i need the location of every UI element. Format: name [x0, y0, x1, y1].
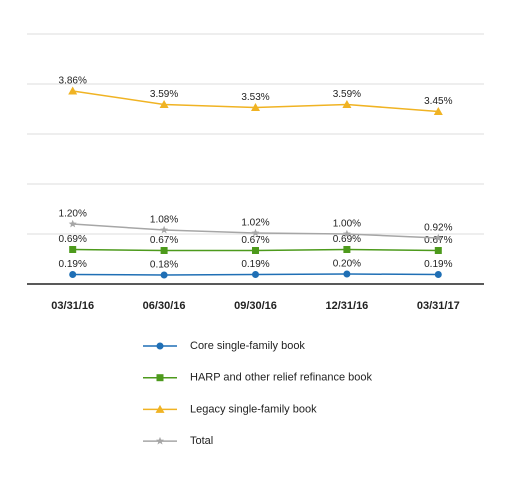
- marker: [343, 246, 351, 253]
- marker: [251, 228, 260, 237]
- marker: [160, 271, 168, 279]
- marker: [68, 86, 78, 95]
- data-label: 0.69%: [59, 234, 87, 245]
- marker: [433, 107, 443, 115]
- data-label: 3.45%: [424, 96, 452, 107]
- marker: [434, 247, 442, 254]
- marker: [251, 103, 260, 111]
- data-label: 0.19%: [59, 259, 87, 270]
- data-label: 0.67%: [241, 235, 269, 246]
- data-label: 1.20%: [59, 209, 87, 220]
- marker: [69, 271, 77, 278]
- marker: [69, 246, 77, 253]
- marker: [342, 100, 352, 108]
- data-label: 1.00%: [333, 219, 361, 230]
- marker: [342, 229, 351, 238]
- data-label: 3.59%: [150, 89, 178, 100]
- marker: [159, 100, 169, 108]
- marker: [155, 404, 165, 413]
- x-tick-label: 12/31/16: [325, 300, 368, 312]
- data-label: 1.08%: [150, 215, 178, 226]
- marker: [160, 247, 168, 254]
- marker: [434, 271, 442, 278]
- x-tick-label: 09/30/16: [234, 300, 277, 312]
- marker: [252, 247, 259, 254]
- data-label: 3.59%: [333, 89, 361, 100]
- data-label: 0.67%: [150, 235, 178, 246]
- marker: [156, 374, 164, 382]
- marker: [434, 233, 443, 242]
- legend-label: Total: [190, 435, 213, 447]
- marker: [252, 271, 259, 278]
- data-label: 0.20%: [333, 259, 361, 270]
- data-label: 0.69%: [333, 234, 361, 245]
- data-label: 0.19%: [424, 259, 452, 270]
- data-label: 0.19%: [241, 259, 269, 270]
- data-label: 1.02%: [241, 218, 269, 229]
- data-label: 3.86%: [59, 76, 87, 87]
- x-tick-label: 03/31/16: [51, 300, 94, 312]
- legend-label: Core single-family book: [190, 340, 305, 352]
- marker: [156, 436, 164, 445]
- data-label: 0.92%: [424, 223, 452, 234]
- data-label: 0.67%: [424, 235, 452, 246]
- marker: [160, 225, 169, 234]
- data-label: 0.18%: [150, 260, 178, 271]
- data-label: 3.53%: [241, 92, 269, 103]
- marker: [68, 219, 77, 228]
- legend-label: Legacy single-family book: [190, 403, 317, 415]
- marker: [343, 270, 351, 278]
- legend-label: HARP and other relief refinance book: [190, 372, 373, 384]
- x-tick-label: 06/30/16: [143, 300, 186, 312]
- x-tick-label: 03/31/17: [417, 300, 460, 312]
- marker: [156, 342, 164, 350]
